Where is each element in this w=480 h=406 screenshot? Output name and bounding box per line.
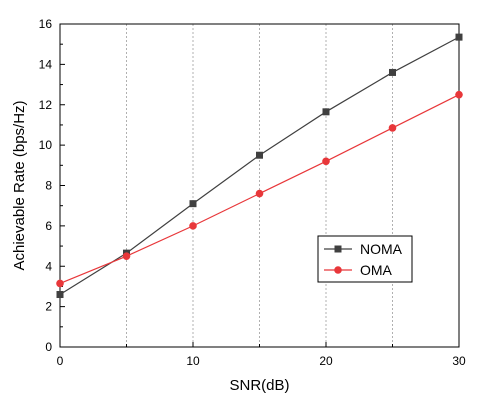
y-tick-label: 6 [45, 219, 52, 233]
series-oma [56, 90, 463, 288]
y-axis-label: Achievable Rate (bps/Hz) [11, 100, 28, 270]
data-point-oma [255, 189, 264, 198]
data-point-oma [122, 252, 131, 260]
data-point-noma [389, 68, 396, 76]
data-point-oma [322, 157, 330, 166]
data-point-noma [256, 151, 263, 159]
legend-marker-noma [334, 245, 342, 253]
data-point-oma [388, 124, 397, 132]
x-tick-label: 20 [319, 354, 333, 368]
data-point-oma [189, 222, 197, 230]
y-tick-label: 12 [39, 98, 53, 112]
y-tick-label: 0 [45, 340, 52, 354]
y-tick-label: 16 [39, 17, 53, 31]
legend-label-noma: NOMA [360, 241, 403, 257]
y-tick-label: 10 [39, 138, 53, 152]
y-tick-label: 4 [45, 259, 52, 273]
x-axis-label: SNR(dB) [229, 377, 289, 394]
data-point-noma [455, 33, 463, 41]
x-tick-label: 0 [57, 354, 64, 368]
data-point-oma [455, 90, 463, 99]
x-tick-label: 10 [186, 354, 200, 368]
grid [126, 24, 393, 347]
y-tick-label: 8 [45, 179, 52, 193]
y-tick-label: 14 [39, 57, 53, 71]
axis-ticks: 0 10 20 30 0 2 4 6 8 10 12 14 16 [39, 17, 466, 368]
legend-box [317, 235, 413, 283]
data-point-oma [56, 279, 64, 288]
x-tick-label: 30 [452, 354, 466, 368]
data-point-noma [56, 291, 64, 299]
legend-label-oma: OMA [360, 262, 393, 278]
series-layer [56, 33, 463, 299]
data-point-noma [322, 108, 330, 116]
legend: NOMA OMA [317, 235, 413, 283]
legend-marker-oma [334, 266, 342, 274]
data-point-noma [189, 200, 197, 208]
y-tick-label: 2 [45, 300, 52, 314]
